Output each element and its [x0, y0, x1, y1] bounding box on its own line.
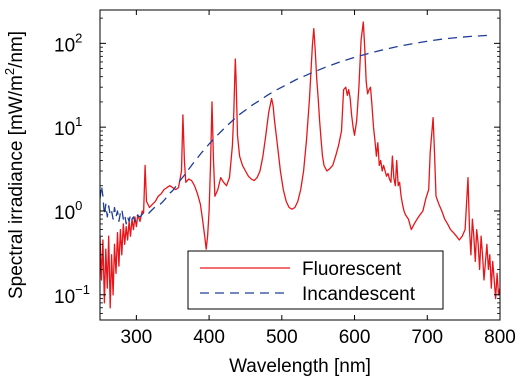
y-tick-label: 101	[54, 114, 82, 140]
y-tick-base: 10	[54, 119, 75, 140]
legend: Fluorescent Incandescent	[187, 250, 444, 310]
svg-text:Spectral irradiance [mW/m2/nm]: Spectral irradiance [mW/m2/nm]	[2, 31, 27, 299]
legend-label-incandescent: Incandescent	[302, 284, 416, 305]
y-tick-base: 10	[54, 35, 75, 56]
x-tick-label: 300	[121, 327, 153, 348]
y-tick-label: 100	[54, 198, 82, 224]
x-tick-label: 400	[193, 327, 225, 348]
y-tick-label: 10−1	[54, 282, 90, 308]
y-tick-exponent: −1	[75, 282, 90, 297]
y-axis-label-main: Spectral irradiance [mW/m	[6, 75, 27, 299]
plot-frame	[99, 9, 501, 321]
y-tick-base: 10	[54, 203, 75, 224]
x-tick-label: 800	[484, 327, 516, 348]
x-tick-label: 500	[266, 327, 298, 348]
x-tick-label: 700	[411, 327, 443, 348]
y-axis-label: Spectral irradiance [mW/m2/nm]	[2, 31, 27, 299]
y-tick-label: 102	[54, 30, 82, 56]
y-tick-exponent: 1	[75, 114, 82, 129]
legend-label-fluorescent: Fluorescent	[302, 259, 402, 280]
x-axis-label: Wavelength [nm]	[229, 356, 371, 377]
x-tick-label: 600	[339, 327, 371, 348]
legend-box	[187, 250, 444, 310]
y-axis-label-end: /nm]	[6, 31, 27, 68]
y-tick-exponent: 0	[75, 198, 82, 213]
y-axis-label-exponent: 2	[2, 68, 17, 75]
series-line-incandescent	[100, 34, 493, 225]
y-tick-base: 10	[54, 287, 75, 308]
y-tick-exponent: 2	[75, 30, 82, 45]
series-line-fluorescent	[100, 21, 500, 309]
